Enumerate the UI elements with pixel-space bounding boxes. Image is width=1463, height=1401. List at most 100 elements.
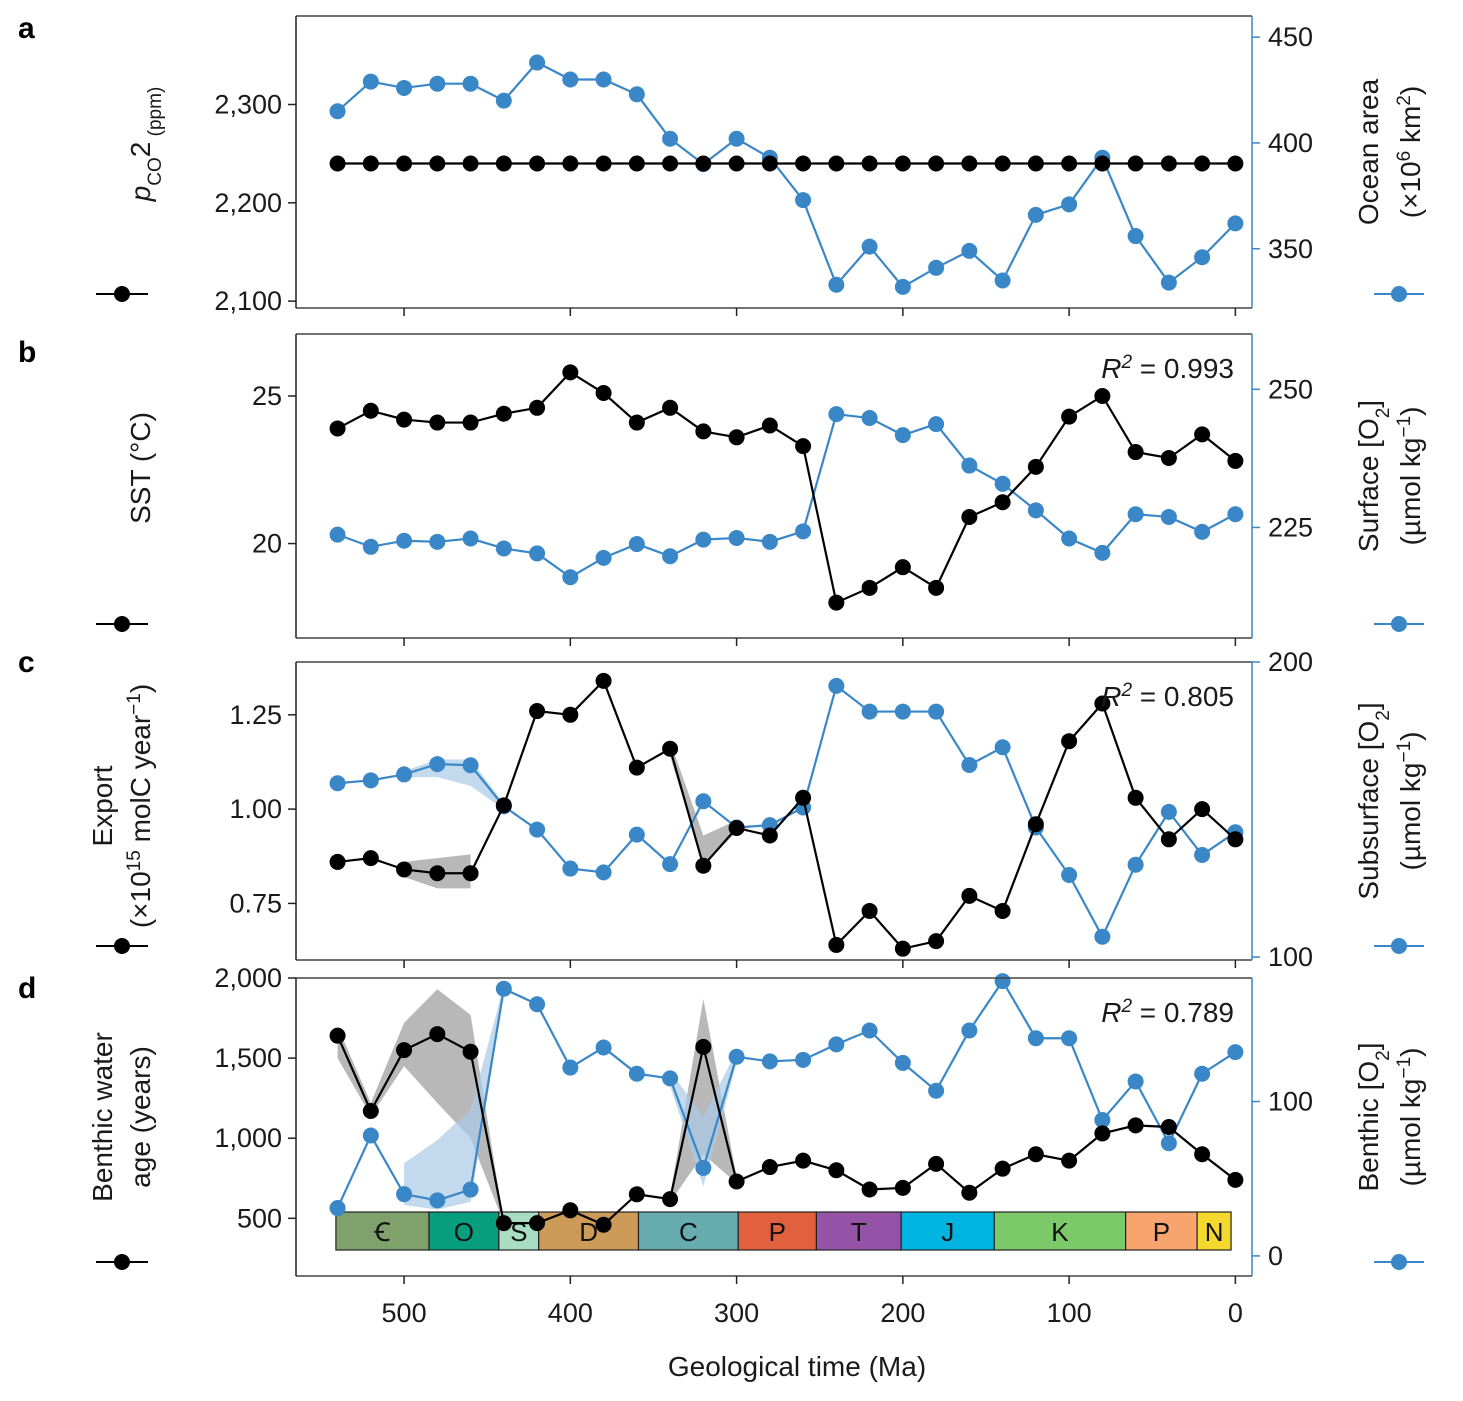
data-point: [1160, 508, 1177, 525]
uncertainty-band: [670, 998, 737, 1203]
data-point: [362, 73, 379, 90]
legend-marker-right: [1391, 616, 1407, 632]
data-point: [562, 569, 579, 586]
y-left-tick-label: 1,000: [214, 1123, 282, 1153]
y-left-tick-label: 1.00: [229, 794, 282, 824]
data-point: [329, 155, 346, 172]
data-point: [1027, 1146, 1044, 1163]
panel-letter: b: [18, 336, 36, 369]
r-squared-label: R2 = 0.993: [1101, 352, 1234, 385]
legend-marker-left: [114, 938, 130, 954]
data-point: [362, 155, 379, 172]
series-surface-o2: [329, 406, 1244, 586]
y-left-label-units: (×1015 molC year−1): [124, 684, 157, 928]
data-point: [529, 54, 546, 71]
data-point: [761, 1159, 778, 1176]
data-point: [861, 238, 878, 255]
data-point: [529, 703, 546, 720]
data-point: [595, 155, 612, 172]
y-left-tick-label: 2,100: [214, 286, 282, 316]
data-point: [928, 579, 945, 596]
data-point: [961, 1022, 978, 1039]
uncertainty-band: [404, 985, 504, 1210]
data-point: [795, 438, 812, 455]
data-point: [396, 766, 413, 783]
period-box: [1125, 1211, 1198, 1251]
data-point: [628, 414, 645, 431]
data-point: [529, 155, 546, 172]
data-point: [562, 155, 579, 172]
data-point: [429, 1026, 446, 1043]
data-point: [1094, 544, 1111, 561]
series-line: [336, 979, 1236, 1209]
data-point: [828, 155, 845, 172]
data-point: [462, 414, 479, 431]
data-point: [462, 757, 479, 774]
y-right-label-units: (µmol kg−1): [1394, 732, 1427, 871]
data-point: [362, 1102, 379, 1119]
data-point: [396, 79, 413, 96]
y-right-tick-label: 100: [1268, 1087, 1313, 1117]
period-label: J: [941, 1217, 954, 1247]
data-point: [1061, 733, 1078, 750]
panel-c: c 0.75 1.00 1.25 100 200 R2 = 0.805 Export(×101…: [18, 646, 1426, 972]
panels: a 2,100 2,200 2,300 350 400 450 pCO2 (ppm) Ocean…: [18, 12, 1426, 1328]
series-sst: [329, 364, 1244, 611]
r-squared-label: R2 = 0.805: [1101, 680, 1234, 713]
data-point: [1127, 1073, 1144, 1090]
x-tick-label: 300: [714, 1298, 759, 1328]
data-point: [1127, 228, 1144, 245]
y-left-label: pCO2 (ppm): [125, 87, 166, 203]
data-point: [329, 1200, 346, 1217]
y-right-label: Surface [O2]: [1353, 400, 1394, 552]
data-point: [329, 526, 346, 543]
y-right-tick-label: 200: [1268, 647, 1313, 677]
data-point: [396, 1042, 413, 1059]
data-point: [994, 475, 1011, 492]
data-point: [828, 276, 845, 293]
data-point: [429, 756, 446, 773]
data-point: [1227, 831, 1244, 848]
data-point: [961, 457, 978, 474]
period-box: [993, 1211, 1127, 1251]
data-point: [994, 902, 1011, 919]
uncertainty-band: [670, 741, 737, 866]
data-point: [329, 1027, 346, 1044]
data-point: [1194, 846, 1211, 863]
series-line: [337, 412, 1236, 579]
y-left-label-units: age (years): [125, 1046, 156, 1188]
data-point: [695, 423, 712, 440]
period-label: O: [454, 1217, 474, 1247]
legend-marker-left: [114, 286, 130, 302]
data-point: [795, 1051, 812, 1068]
data-point: [761, 533, 778, 550]
series-line: [337, 684, 1236, 940]
series-ocean-area: [329, 54, 1244, 295]
data-point: [1194, 426, 1211, 443]
data-point: [1160, 1135, 1177, 1152]
period-label: P: [1153, 1217, 1170, 1247]
data-point: [1127, 506, 1144, 523]
y-left-label: Export: [87, 765, 118, 846]
legend-marker-right: [1391, 938, 1407, 954]
data-point: [628, 1186, 645, 1203]
data-point: [1061, 408, 1078, 425]
period-label: C: [679, 1217, 698, 1247]
data-point: [628, 759, 645, 776]
data-point: [362, 772, 379, 789]
y-right-label: Subsurface [O2]: [1353, 702, 1394, 899]
data-point: [1094, 387, 1111, 404]
period-label: K: [1051, 1217, 1069, 1247]
series-benthic-o2: [329, 973, 1244, 1217]
data-point: [861, 902, 878, 919]
data-point: [495, 1215, 512, 1232]
r-squared-label: R2 = 0.789: [1101, 996, 1234, 1029]
data-point: [662, 1070, 679, 1087]
data-point: [961, 887, 978, 904]
data-point: [362, 1127, 379, 1144]
data-point: [329, 853, 346, 870]
data-point: [329, 103, 346, 120]
y-left-tick-label: 1.25: [229, 700, 282, 730]
y-right-label-units: (×106 km2): [1394, 86, 1427, 218]
data-point: [362, 538, 379, 555]
